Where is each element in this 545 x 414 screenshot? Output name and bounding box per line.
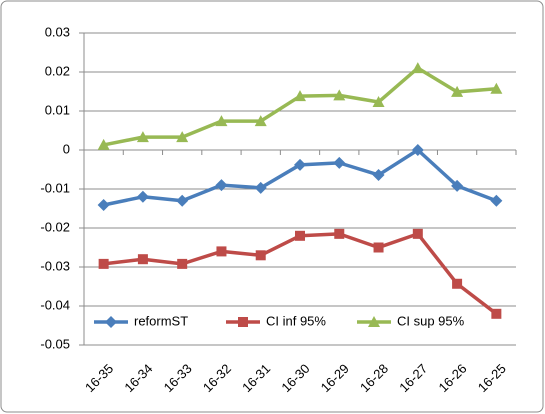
data-point xyxy=(177,258,188,269)
data-point xyxy=(373,242,384,253)
y-tick-label: -0.01 xyxy=(40,180,70,195)
data-point xyxy=(451,179,464,192)
y-tick-label: -0.02 xyxy=(40,219,70,234)
data-point xyxy=(372,168,385,181)
data-point xyxy=(490,194,503,207)
data-point xyxy=(137,254,148,265)
y-tick-label: -0.04 xyxy=(40,297,70,312)
y-tick-label: -0.03 xyxy=(40,258,70,273)
data-point xyxy=(216,246,227,257)
y-tick-label: 0.02 xyxy=(45,63,70,78)
data-point xyxy=(176,131,189,143)
data-point xyxy=(255,250,266,261)
data-point xyxy=(295,230,305,241)
y-tick-label: 0.03 xyxy=(45,24,70,39)
data-point xyxy=(411,62,424,74)
legend-marker xyxy=(238,317,248,327)
data-point xyxy=(215,115,228,127)
data-point xyxy=(372,96,385,108)
data-point xyxy=(215,179,228,192)
legend-label: CI sup 95% xyxy=(397,313,465,328)
legend-marker xyxy=(368,316,380,327)
data-point xyxy=(411,144,424,156)
legend-marker xyxy=(105,316,117,328)
data-point xyxy=(176,194,189,207)
data-point xyxy=(452,278,463,289)
y-tick-label: 0 xyxy=(63,141,70,156)
data-point xyxy=(294,158,306,171)
y-tick-label: -0.05 xyxy=(40,336,70,351)
data-point xyxy=(97,138,110,150)
data-point xyxy=(490,82,503,94)
data-point xyxy=(254,181,267,194)
data-point xyxy=(412,228,423,239)
data-point xyxy=(294,90,306,102)
data-point xyxy=(136,131,149,143)
data-point xyxy=(98,258,109,269)
legend-label: CI inf 95% xyxy=(266,313,326,328)
data-point xyxy=(333,89,346,101)
data-point xyxy=(97,198,110,211)
data-point xyxy=(491,308,502,319)
data-point xyxy=(451,85,464,97)
data-point xyxy=(333,156,346,169)
legend-label: reformST xyxy=(134,313,188,328)
data-point xyxy=(254,115,267,127)
data-point xyxy=(136,190,149,203)
data-point xyxy=(334,228,345,239)
y-tick-label: 0.01 xyxy=(45,102,70,117)
